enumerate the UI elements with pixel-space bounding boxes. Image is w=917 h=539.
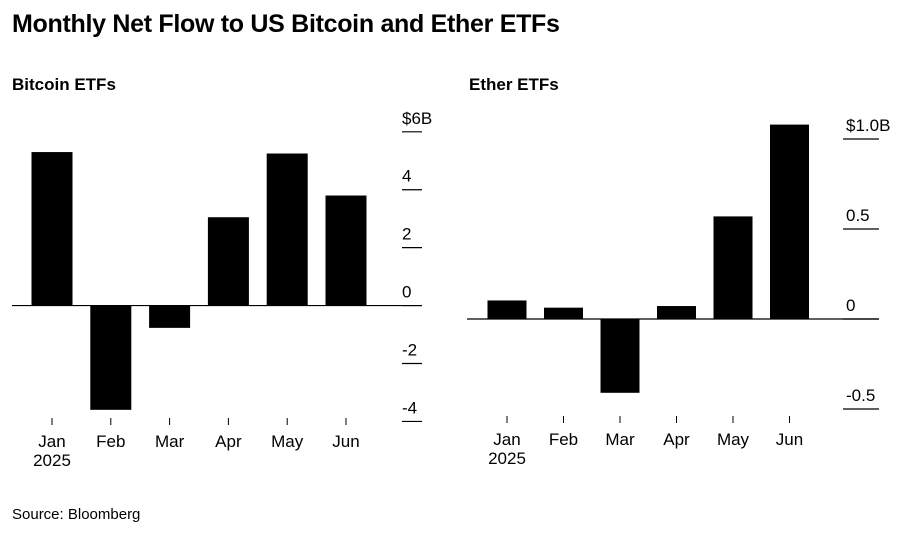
- bitcoin-bar-mar: [149, 305, 191, 328]
- ether-xlabel-mar: Mar: [605, 430, 635, 449]
- ether-ytick-label-2: 0: [846, 296, 855, 315]
- ether-bar-mar: [600, 319, 640, 393]
- ether-ytick-label-3: -0.5: [846, 386, 875, 405]
- ether-bar-apr: [657, 306, 696, 319]
- ether-bar-jun: [770, 124, 809, 319]
- bitcoin-xlabel-feb: Feb: [96, 432, 125, 451]
- bitcoin-bar-feb: [90, 305, 132, 410]
- ether-xlabel-jun: Jun: [776, 430, 803, 449]
- bitcoin-ytick-label-1: 4: [402, 167, 411, 186]
- bitcoin-bar-jan: [31, 152, 73, 306]
- bitcoin-ytick-label-3: 0: [402, 283, 411, 302]
- bitcoin-xlabel-apr: Apr: [215, 432, 242, 451]
- bitcoin-bar-may: [266, 153, 308, 306]
- ether-bar-feb: [544, 307, 583, 319]
- ether-xlabel-apr: Apr: [663, 430, 690, 449]
- bitcoin-year-label: 2025: [33, 451, 71, 470]
- bitcoin-xlabel-mar: Mar: [155, 432, 185, 451]
- ether-xlabel-may: May: [717, 430, 750, 449]
- source-note: Source: Bloomberg: [12, 506, 141, 523]
- bitcoin-ytick-label-4: -2: [402, 340, 417, 359]
- ether-bar-may: [713, 216, 753, 319]
- bitcoin-ytick-label-0: $6B: [402, 109, 432, 128]
- bitcoin-xlabel-may: May: [271, 432, 304, 451]
- ether-ytick-label-0: $1.0B: [846, 116, 890, 135]
- ether-xlabel-feb: Feb: [549, 430, 578, 449]
- chart-title: Monthly Net Flow to US Bitcoin and Ether…: [12, 10, 560, 38]
- ether-bar-jan: [487, 300, 527, 319]
- ether-xlabel-jan: Jan: [493, 430, 520, 449]
- bitcoin-ytick-label-2: 2: [402, 225, 411, 244]
- ether-chart-title: Ether ETFs: [469, 75, 559, 94]
- bitcoin-chart-title: Bitcoin ETFs: [12, 75, 116, 94]
- ether-year-label: 2025: [488, 449, 526, 468]
- bitcoin-ytick-label-5: -4: [402, 398, 417, 417]
- bitcoin-bar-jun: [325, 195, 367, 306]
- ether-ytick-label-1: 0.5: [846, 206, 870, 225]
- bitcoin-xlabel-jan: Jan: [38, 432, 65, 451]
- bitcoin-xlabel-jun: Jun: [332, 432, 359, 451]
- bitcoin-bar-apr: [207, 217, 249, 306]
